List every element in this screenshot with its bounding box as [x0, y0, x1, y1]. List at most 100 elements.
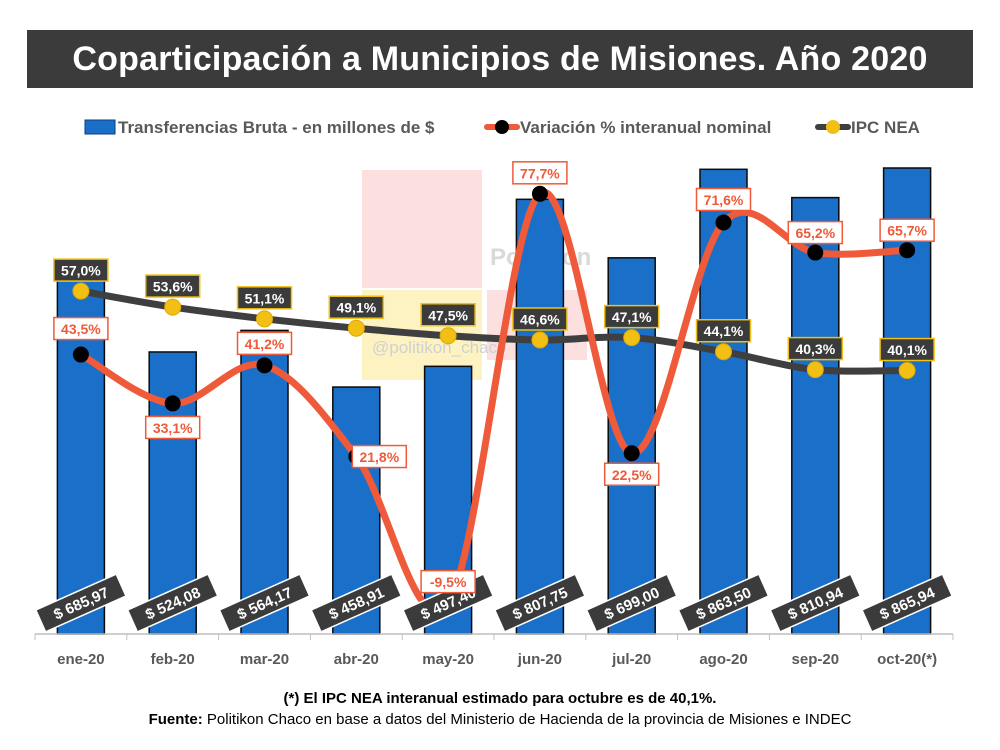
ipc-label-sep-20-box [787, 336, 844, 361]
line-ipc-nea [77, 287, 911, 375]
bar-value-label-oct-20(*)-box [861, 573, 954, 633]
bar-value-label-feb-20-box [126, 573, 219, 633]
variacion-label-oct-20(*)-box [879, 218, 935, 242]
x-tick-label-jun-20: jun-20 [517, 651, 562, 668]
footnote-source: Fuente: Politikon Chaco en base a datos … [0, 710, 1000, 730]
variacion-label-jul-20-text: 22,5% [612, 467, 652, 483]
ipc-label-oct-20(*)-text: 40,1% [887, 342, 927, 358]
legend: Transferencias Bruta - en millones de $ V… [84, 118, 920, 137]
marker-variacion-jun-20 [531, 185, 548, 202]
variacion-label-abr-20: 21,8% [351, 444, 408, 469]
ipc-label-mar-20-text: 51,1% [245, 290, 285, 306]
ipc-label-ago-20: 44,1% [695, 318, 752, 343]
variacion-label-oct-20(*)-text: 65,7% [887, 223, 927, 239]
bar-value-label-jul-20-box [585, 573, 678, 633]
ipc-label-ene-20: 57,0% [53, 258, 109, 282]
source-text: Politikon Chaco en base a datos del Mini… [202, 711, 852, 728]
marker-variacion-feb-20 [164, 395, 181, 412]
ipc-label-oct-20(*)-box [879, 337, 935, 362]
marker-ipc-ene-20 [72, 282, 90, 300]
legend-label-variacion: Variación % interanual nominal [520, 118, 771, 137]
marker-ipc-ago-20 [715, 343, 732, 361]
ipc-label-mar-20: 51,1% [236, 286, 293, 310]
variacion-label-jun-20-box [512, 161, 568, 185]
source-label: Fuente: [148, 711, 203, 728]
chart-title: Coparticipación a Municipios de Misiones… [27, 30, 973, 88]
variacion-label-jul-20: 22,5% [603, 462, 660, 486]
variacion-label-ene-20-box [53, 316, 109, 341]
variacion-label-ene-20-text: 43,5% [61, 321, 101, 337]
ipc-label-feb-20-box [144, 274, 201, 298]
ipc-label-ene-20-text: 57,0% [61, 263, 101, 279]
variacion-label-jun-20-text: 77,7% [520, 165, 560, 181]
variacion-label-mar-20-text: 41,2% [245, 336, 285, 352]
marker-ipc-jun-20 [531, 331, 549, 349]
marker-variacion-mar-20 [256, 357, 273, 374]
variacion-label-jun-20: 77,7% [512, 161, 568, 185]
variacion-label-abr-20-box [351, 444, 408, 469]
bar-jun-20 [515, 198, 565, 635]
bar-value-label-abr-20-box [310, 573, 403, 633]
ipc-label-may-20-text: 47,5% [428, 307, 468, 323]
bar-value-label-sep-20-box [769, 573, 862, 633]
bar-value-label-ago-20-box [677, 573, 770, 633]
legend-label-ipc: IPC NEA [851, 118, 920, 137]
ipc-label-oct-20(*): 40,1% [879, 337, 935, 362]
ipc-label-sep-20-text: 40,3% [795, 341, 835, 357]
marker-ipc-oct-20(*) [898, 362, 916, 380]
marker-ipc-sep-20 [806, 361, 824, 379]
ipc-label-ene-20-box [53, 258, 109, 282]
marker-ipc-abr-20 [347, 319, 365, 337]
x-tick-label-abr-20: abr-20 [334, 651, 379, 668]
marker-ipc-feb-20 [164, 298, 182, 316]
bar-value-label-ene-20-box [34, 573, 127, 633]
variacion-label-jul-20-box [603, 462, 660, 486]
ipc-label-abr-20: 49,1% [328, 295, 385, 319]
bar-value-label-jun-20-box [493, 573, 586, 633]
ipc-label-jun-20: 46,6% [512, 307, 568, 331]
marker-variacion-ago-20 [715, 214, 732, 231]
watermark-red-block [362, 170, 482, 288]
ipc-label-jun-20-text: 46,6% [520, 311, 560, 327]
ipc-label-sep-20: 40,3% [787, 336, 844, 361]
bar-ago-20 [699, 168, 748, 635]
ipc-label-may-20-box [420, 303, 476, 327]
variacion-label-mar-20-box [236, 331, 293, 356]
ipc-label-mar-20-box [236, 286, 293, 310]
variacion-label-sep-20-text: 65,2% [795, 225, 835, 241]
legend-marker-ipc [826, 120, 840, 134]
ipc-label-abr-20-box [328, 295, 385, 319]
variacion-label-may-20-box [420, 569, 476, 594]
footnote-note: (*) El IPC NEA interanual estimado para … [283, 690, 717, 707]
x-tick-label-feb-20: feb-20 [151, 651, 195, 668]
marker-ipc-may-20 [439, 327, 457, 345]
ipc-label-jul-20: 47,1% [603, 304, 660, 329]
legend-swatch-bars [84, 119, 116, 135]
ipc-label-jul-20-text: 47,1% [612, 309, 652, 325]
variacion-label-ene-20: 43,5% [53, 316, 109, 341]
ipc-label-ago-20-text: 44,1% [704, 323, 744, 339]
variacion-label-feb-20: 33,1% [144, 415, 201, 440]
variacion-label-mar-20: 41,2% [236, 331, 293, 356]
variacion-label-ago-20-text: 71,6% [704, 192, 744, 208]
bar-sep-20 [791, 196, 840, 635]
marker-variacion-sep-20 [807, 244, 824, 261]
variacion-label-ago-20: 71,6% [695, 187, 752, 212]
legend-label-bars: Transferencias Bruta - en millones de $ [118, 118, 435, 137]
marker-ipc-mar-20 [256, 310, 273, 328]
marker-ipc-jul-20 [623, 329, 641, 347]
ipc-label-feb-20: 53,6% [144, 274, 201, 298]
marker-variacion-jul-20 [623, 445, 640, 462]
variacion-label-ago-20-box [695, 187, 752, 212]
ipc-label-ago-20-box [695, 318, 752, 343]
ipc-label-jul-20-box [603, 304, 660, 329]
x-tick-label-oct-20(*): oct-20(*) [877, 651, 937, 668]
variacion-label-abr-20-text: 21,8% [359, 449, 399, 465]
variacion-label-sep-20: 65,2% [787, 220, 844, 245]
bar-value-label-ago-20: $ 863,50 [677, 573, 770, 633]
legend-marker-variacion [495, 120, 509, 134]
watermark-handle: @politikon_chaco [372, 338, 506, 357]
ipc-label-feb-20-text: 53,6% [153, 279, 193, 295]
variacion-label-oct-20(*): 65,7% [879, 218, 935, 242]
